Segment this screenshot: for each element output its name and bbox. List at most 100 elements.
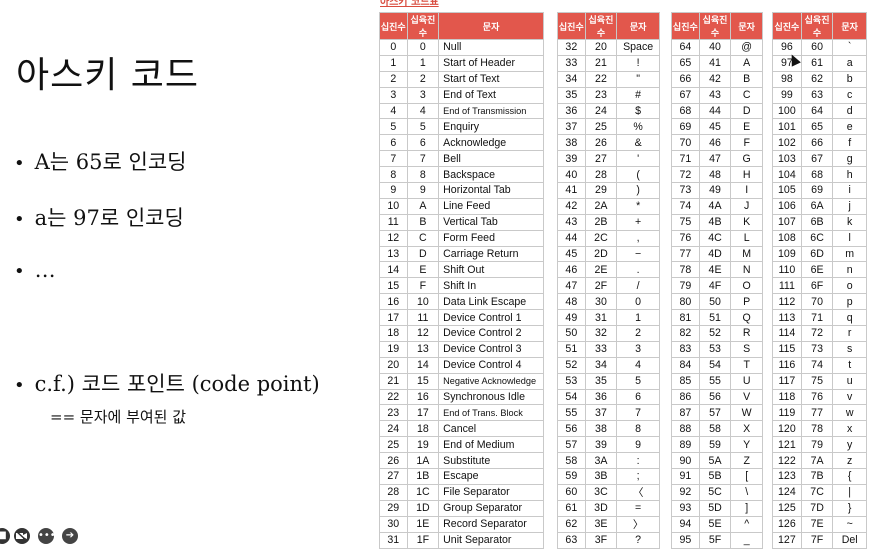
cell-decimal: 79 (671, 277, 700, 295)
next-icon[interactable]: ➔ (62, 528, 78, 544)
table-row: 103 67 g (772, 150, 867, 168)
cell-hex: 38 (584, 420, 618, 438)
table-row: 21 15 Negative Acknowledge (379, 372, 544, 390)
cell-decimal: 45 (557, 245, 586, 263)
cell-hex: 5C (698, 483, 732, 501)
cell-hex: 49 (698, 182, 732, 199)
cell-decimal: 34 (557, 70, 586, 88)
video-off-icon[interactable] (14, 528, 30, 544)
cell-char: 2 (616, 325, 660, 342)
table-row: 73 49 I (671, 182, 763, 199)
header-char: 문자 (438, 12, 544, 40)
cell-char: ) (616, 182, 660, 199)
table-row: 109 6D m (772, 245, 867, 263)
cell-char: X (730, 420, 763, 438)
cell-decimal: 0 (379, 39, 408, 56)
table-row: 26 1A Substitute (379, 452, 544, 470)
cell-decimal: 17 (379, 309, 408, 327)
cell-decimal: 36 (557, 102, 586, 120)
cell-hex: 35 (584, 372, 618, 390)
cell-decimal: 123 (772, 468, 802, 485)
cell-decimal: 13 (379, 245, 408, 263)
more-icon[interactable]: ••• (38, 528, 56, 544)
cell-hex: 71 (800, 309, 834, 327)
cell-hex: 41 (698, 54, 732, 72)
table-row: 55 37 7 (557, 404, 660, 422)
cell-char: q (832, 309, 867, 327)
table-row: 119 77 w (772, 404, 867, 422)
cell-hex: 16 (406, 388, 440, 406)
cell-decimal: 73 (671, 182, 700, 199)
table-row: 52 34 4 (557, 356, 660, 374)
cell-decimal: 93 (671, 499, 700, 517)
table-row: 10 A Line Feed (379, 197, 544, 215)
cell-hex: 3B (584, 468, 618, 485)
table-row: 110 6E n (772, 261, 867, 279)
cell-decimal: 55 (557, 404, 586, 422)
cell-hex: 5A (698, 452, 732, 470)
cell-decimal: 10 (379, 197, 408, 215)
table-row: 38 26 & (557, 134, 660, 152)
cell-hex: 3F (584, 531, 618, 549)
table-row: 116 74 t (772, 356, 867, 374)
cell-decimal: 7 (379, 150, 408, 168)
cell-hex: 10 (406, 293, 440, 311)
cell-decimal: 110 (772, 261, 802, 279)
table-row: 95 5F _ (671, 531, 763, 549)
cell-hex: 34 (584, 356, 618, 374)
table-row: 28 1C File Separator (379, 483, 544, 501)
cell-char: Acknowledge (438, 134, 544, 152)
table-row: 72 48 H (671, 166, 763, 184)
cell-char: Unit Separator (438, 531, 544, 549)
table-row: 25 19 End of Medium (379, 436, 544, 454)
cell-hex: 8 (406, 166, 440, 184)
cell-hex: 1E (406, 515, 440, 533)
cell-hex: 4F (698, 277, 732, 295)
cell-hex: 1A (406, 452, 440, 470)
cell-char: * (616, 197, 660, 215)
cell-decimal: 49 (557, 309, 586, 327)
cell-hex: 70 (800, 293, 834, 311)
table-row: 14 E Shift Out (379, 261, 544, 279)
cell-char: m (832, 245, 867, 263)
cell-hex: 4A (698, 197, 732, 215)
cell-decimal: 21 (379, 372, 408, 390)
cell-char: Group Separator (438, 499, 544, 517)
cell-char: ` (832, 39, 867, 56)
cell-decimal: 14 (379, 261, 408, 279)
cell-decimal: 78 (671, 261, 700, 279)
cell-decimal: 57 (557, 436, 586, 454)
table-row: 118 76 v (772, 388, 867, 406)
table-row: 57 39 9 (557, 436, 660, 454)
table-row: 123 7B{ (772, 468, 867, 485)
table-row: 30 1E Record Separator (379, 515, 544, 533)
table-row: 113 71 q (772, 309, 867, 327)
cell-char: o (832, 277, 867, 295)
table-row: 43 2B + (557, 213, 660, 231)
table-header-row: 십진수 십육진수 문자 (671, 12, 763, 40)
table-row: 5 5 Enquiry (379, 118, 544, 136)
cell-decimal: 35 (557, 86, 586, 104)
stop-icon[interactable]: ■ (0, 528, 10, 544)
table-row: 115 73 s (772, 340, 867, 358)
table-row: 84 54 T (671, 356, 763, 374)
table-header-row: 십진수 십육진수 문자 (379, 12, 544, 40)
header-decimal: 십진수 (772, 12, 802, 40)
cell-hex: 2D (584, 245, 618, 263)
cell-decimal: 54 (557, 388, 586, 406)
cell-hex: 3D (584, 499, 618, 517)
table-row: 126 7E ~ (772, 515, 867, 533)
table-row: 67 43 C (671, 86, 763, 104)
cell-hex: 1F (406, 531, 440, 549)
cell-decimal: 127 (772, 531, 802, 549)
cell-decimal: 27 (379, 468, 408, 485)
cell-decimal: 71 (671, 150, 700, 168)
cell-char: h (832, 166, 867, 184)
cell-char: Del (832, 531, 867, 549)
cell-char: i (832, 182, 867, 199)
cell-decimal: 125 (772, 499, 802, 517)
cell-char: B (730, 70, 763, 88)
table-row: 78 4E N (671, 261, 763, 279)
cell-hex: 55 (698, 372, 732, 390)
table-row: 70 46 F (671, 134, 763, 152)
